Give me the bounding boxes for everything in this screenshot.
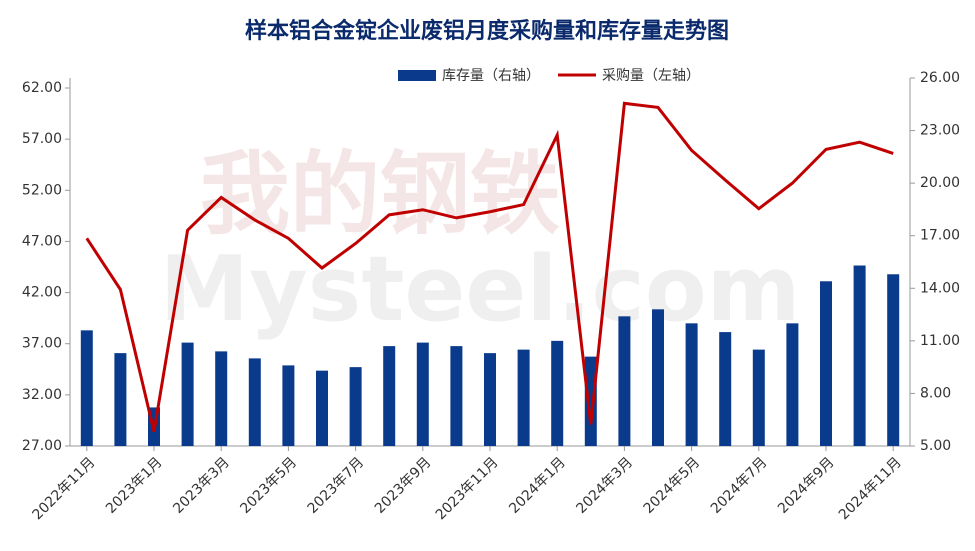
y2-tick-label: 14.00 (920, 280, 960, 296)
y-tick-label: 32.00 (22, 387, 62, 403)
x-tick-label: 2023年7月 (305, 454, 368, 517)
bar (349, 367, 362, 446)
x-tick-label: 2024年3月 (573, 454, 636, 517)
bar (215, 351, 228, 446)
y-tick-label: 57.00 (22, 131, 62, 147)
x-tick-label: 2024年1月 (506, 454, 569, 517)
bar (181, 342, 194, 446)
bar (450, 346, 463, 446)
bar (652, 309, 664, 446)
legend-label: 采购量（左轴） (602, 68, 700, 84)
x-tick-label: 2023年9月 (372, 454, 435, 517)
chart-title: 样本铝合金锭企业废铝月度采购量和库存量走势图 (245, 18, 729, 44)
bar (887, 274, 900, 446)
legend-label: 库存量（右轴） (442, 68, 540, 84)
bar (383, 346, 396, 446)
x-tick-label: 2023年11月 (433, 454, 502, 523)
bar (248, 358, 261, 446)
watermark: 我的钢铁 (200, 142, 560, 247)
bar (517, 349, 530, 446)
y-tick-label: 37.00 (22, 336, 62, 352)
bar (618, 316, 631, 446)
x-tick-label: 2023年1月 (103, 454, 166, 517)
y-tick-label: 42.00 (22, 285, 62, 301)
x-tick-label: 2024年9月 (775, 454, 838, 517)
line (85, 101, 894, 433)
y2-tick-label: 17.00 (920, 228, 960, 244)
y2-tick-label: 23.00 (920, 123, 960, 139)
bar (282, 365, 295, 446)
watermark: Mysteel.com (160, 237, 801, 342)
y2-tick-label: 20.00 (920, 175, 960, 191)
bar (484, 353, 496, 446)
x-tick-label: 2022年11月 (30, 454, 99, 523)
x-tick-label: 2023年3月 (170, 454, 233, 517)
y-tick-label: 27.00 (22, 438, 62, 454)
bar (80, 330, 93, 446)
bar (719, 332, 732, 446)
y2-tick-label: 26.00 (920, 70, 960, 86)
bar (853, 265, 866, 446)
y2-tick-label: 11.00 (920, 333, 960, 349)
bar (114, 353, 127, 446)
y-tick-label: 62.00 (22, 80, 62, 96)
x-tick-label: 2024年11月 (836, 454, 905, 523)
legend-swatch (398, 70, 436, 81)
bar (316, 370, 328, 446)
bar (584, 356, 597, 446)
bar (820, 281, 832, 446)
bar (416, 342, 429, 446)
bar (752, 349, 765, 446)
x-tick-label: 2023年5月 (237, 454, 300, 517)
bar (685, 323, 698, 446)
y-tick-label: 52.00 (22, 182, 62, 198)
x-tick-label: 2024年7月 (708, 454, 771, 517)
y2-tick-label: 5.00 (920, 438, 951, 454)
y-tick-label: 47.00 (22, 233, 62, 249)
bar (786, 323, 799, 446)
y2-tick-label: 8.00 (920, 385, 951, 401)
bar (551, 340, 564, 446)
x-tick-label: 2024年5月 (641, 454, 704, 517)
